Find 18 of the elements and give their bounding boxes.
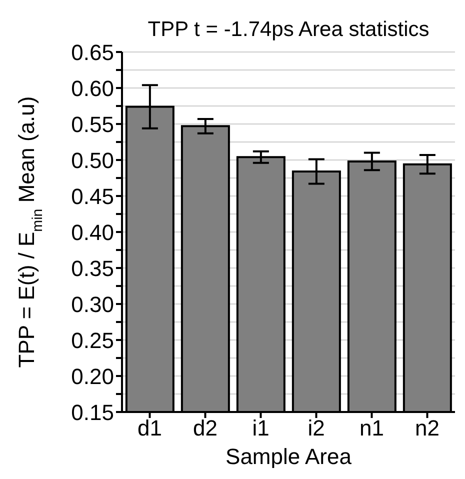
y-tick-label: 0.65 bbox=[71, 40, 114, 65]
x-tick-label: n1 bbox=[360, 416, 384, 441]
y-tick-label: 0.15 bbox=[71, 400, 114, 425]
x-tick-label: i1 bbox=[252, 416, 270, 441]
y-tick-label: 0.40 bbox=[71, 220, 114, 245]
y-tick-label: 0.45 bbox=[71, 184, 114, 209]
y-tick-label: 0.35 bbox=[71, 256, 114, 281]
y-tick-label: 0.20 bbox=[71, 364, 114, 389]
y-tick-label: 0.55 bbox=[71, 112, 114, 137]
x-tick-label: d1 bbox=[138, 416, 162, 441]
x-tick-label: d2 bbox=[193, 416, 218, 441]
y-tick-label: 0.30 bbox=[71, 292, 114, 317]
y-tick-label: 0.60 bbox=[71, 76, 114, 101]
x-tick-label: n2 bbox=[415, 416, 440, 441]
x-tick-label: i2 bbox=[308, 416, 325, 441]
y-tick-label: 0.50 bbox=[71, 148, 114, 173]
y-tick-label: 0.25 bbox=[71, 328, 114, 353]
chart-title: TPP t = -1.74ps Area statistics bbox=[148, 18, 430, 41]
